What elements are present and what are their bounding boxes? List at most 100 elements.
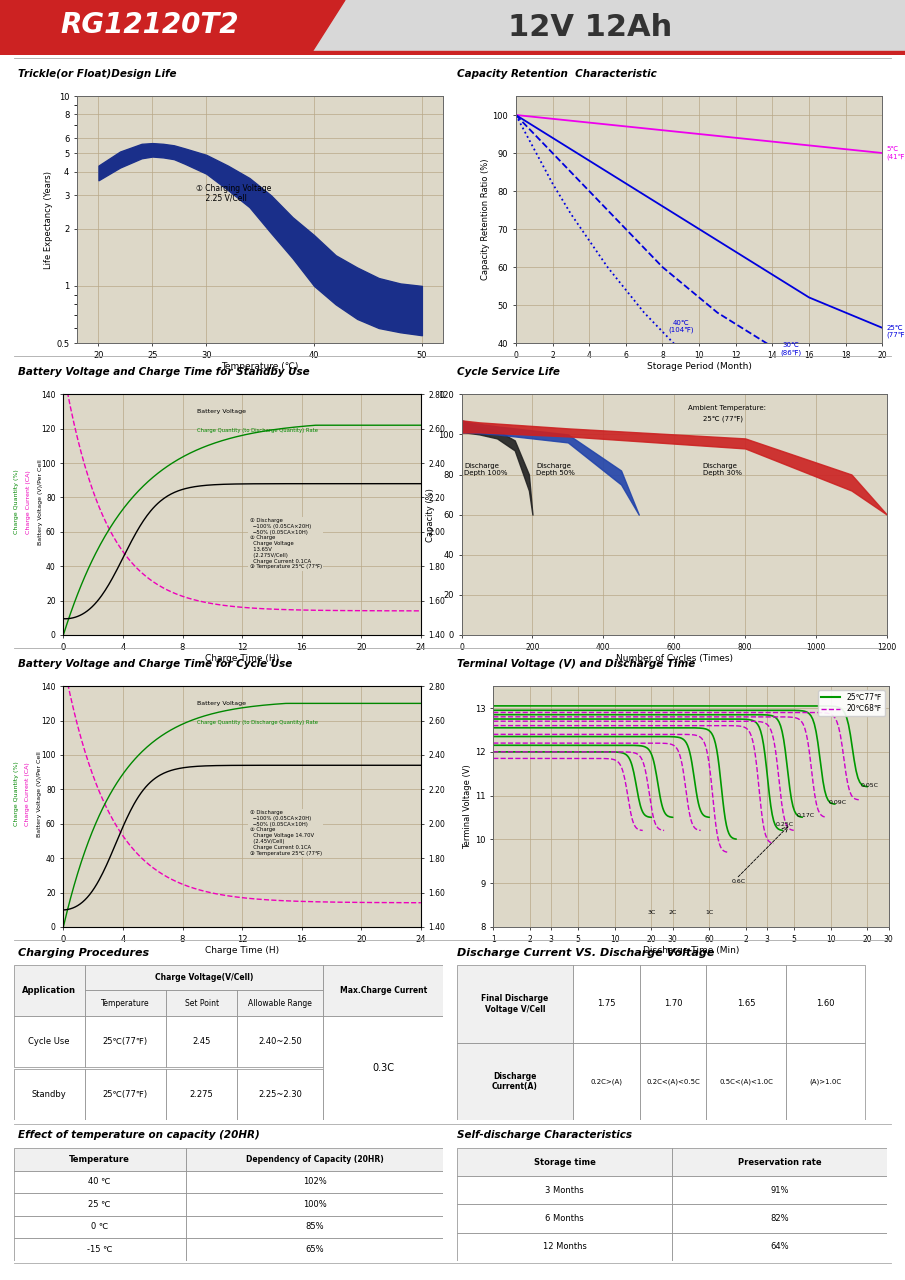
Text: Charge Quantity (to Discharge Quantity) Rate: Charge Quantity (to Discharge Quantity) …: [197, 428, 319, 433]
Text: 82%: 82%: [770, 1213, 789, 1222]
Bar: [786, 965, 865, 1043]
Text: Max.Charge Current: Max.Charge Current: [339, 987, 427, 996]
Text: ① Charging Voltage
    2.25 V/Cell: ① Charging Voltage 2.25 V/Cell: [195, 183, 271, 204]
Text: 102%: 102%: [302, 1178, 327, 1187]
Text: 0.3C: 0.3C: [372, 1064, 395, 1073]
Text: 30℃
(86℉): 30℃ (86℉): [780, 342, 801, 356]
Text: Terminal Voltage (V) and Discharge Time: Terminal Voltage (V) and Discharge Time: [457, 659, 695, 668]
Bar: [237, 1016, 323, 1068]
Bar: [14, 965, 84, 1016]
Text: 0.05C: 0.05C: [861, 783, 879, 788]
Bar: [167, 989, 237, 1016]
Bar: [457, 1204, 672, 1233]
Text: Battery Voltage and Charge Time for Standby Use: Battery Voltage and Charge Time for Stan…: [18, 367, 310, 376]
Text: 65%: 65%: [305, 1245, 324, 1254]
Text: Discharge
Depth 30%: Discharge Depth 30%: [702, 462, 741, 475]
Bar: [640, 1043, 706, 1120]
Text: 1.65: 1.65: [737, 1000, 756, 1009]
Text: 1.70: 1.70: [663, 1000, 682, 1009]
Text: 0.17C: 0.17C: [796, 814, 814, 818]
Text: 2.275: 2.275: [190, 1089, 214, 1100]
Bar: [14, 1016, 84, 1068]
Text: 25 ℃: 25 ℃: [89, 1199, 110, 1208]
Text: 1.75: 1.75: [597, 1000, 615, 1009]
Bar: [706, 1043, 786, 1120]
Text: 0.5C<(A)<1.0C: 0.5C<(A)<1.0C: [719, 1078, 773, 1084]
Bar: [706, 965, 786, 1043]
Text: Storage time: Storage time: [534, 1157, 595, 1166]
Bar: [14, 1193, 186, 1216]
Bar: [14, 1148, 186, 1171]
Bar: [186, 1216, 443, 1238]
Text: Allowable Range: Allowable Range: [248, 998, 312, 1007]
Text: 12 Months: 12 Months: [543, 1242, 586, 1252]
Text: 0 ℃: 0 ℃: [90, 1222, 109, 1231]
Text: 40 ℃: 40 ℃: [89, 1178, 110, 1187]
Text: Standby: Standby: [32, 1089, 66, 1100]
Text: Battery Voltage and Charge Time for Cycle Use: Battery Voltage and Charge Time for Cycl…: [18, 659, 292, 668]
Bar: [786, 1043, 865, 1120]
X-axis label: Number of Cycles (Times): Number of Cycles (Times): [615, 654, 733, 663]
Text: Effect of temperature on capacity (20HR): Effect of temperature on capacity (20HR): [18, 1130, 260, 1140]
Bar: [0, 51, 905, 55]
Text: 0.2C>(A): 0.2C>(A): [590, 1078, 623, 1084]
Bar: [672, 1148, 887, 1176]
Bar: [573, 965, 640, 1043]
Text: Battery Voltage: Battery Voltage: [197, 410, 246, 415]
X-axis label: Discharge Time (Min): Discharge Time (Min): [643, 946, 739, 955]
Text: 12V 12Ah: 12V 12Ah: [508, 13, 672, 41]
Y-axis label: Capacity Retention Ratio (%): Capacity Retention Ratio (%): [481, 159, 490, 280]
Text: Temperature: Temperature: [101, 998, 149, 1007]
Text: Discharge
Current(A): Discharge Current(A): [492, 1071, 538, 1091]
Bar: [84, 965, 323, 989]
Text: 1.60: 1.60: [816, 1000, 835, 1009]
Text: Preservation rate: Preservation rate: [738, 1157, 821, 1166]
Text: 40℃
(104℉): 40℃ (104℉): [668, 320, 693, 333]
Text: Battery Voltage (V)/Per Cell: Battery Voltage (V)/Per Cell: [37, 751, 43, 837]
Text: 0.2C<(A)<0.5C: 0.2C<(A)<0.5C: [646, 1078, 700, 1084]
Text: Charge Quantity (%): Charge Quantity (%): [14, 762, 19, 826]
Bar: [14, 1216, 186, 1238]
Text: Charge Quantity (to Discharge Quantity) Rate: Charge Quantity (to Discharge Quantity) …: [197, 721, 319, 724]
Text: 5℃
(41℉): 5℃ (41℉): [886, 146, 905, 160]
Bar: [573, 1043, 640, 1120]
Text: 0.25C: 0.25C: [776, 822, 794, 827]
Text: 0.09C: 0.09C: [828, 800, 846, 805]
Text: Battery Voltage (V)/Per Cell: Battery Voltage (V)/Per Cell: [38, 460, 43, 545]
Bar: [84, 989, 167, 1016]
X-axis label: Temperature (℃): Temperature (℃): [222, 362, 299, 371]
Text: Cycle Service Life: Cycle Service Life: [457, 367, 560, 376]
Text: 0.6C: 0.6C: [732, 879, 746, 884]
Bar: [672, 1233, 887, 1261]
Text: 25℃(77℉): 25℃(77℉): [103, 1037, 148, 1046]
Text: Charge Voltage(V/Cell): Charge Voltage(V/Cell): [155, 973, 253, 982]
Bar: [186, 1193, 443, 1216]
Bar: [640, 965, 706, 1043]
Text: 25℃(77℉): 25℃(77℉): [103, 1089, 148, 1100]
Text: Ambient Temperature:: Ambient Temperature:: [689, 406, 767, 411]
Text: 3C: 3C: [647, 910, 655, 915]
Bar: [457, 965, 573, 1043]
X-axis label: Charge Time (H): Charge Time (H): [205, 946, 279, 955]
Text: 2.25~2.30: 2.25~2.30: [258, 1089, 302, 1100]
Legend: 25℃77℉, 20℃68℉: 25℃77℉, 20℃68℉: [818, 690, 885, 717]
Text: Charge Current (CA): Charge Current (CA): [26, 470, 32, 534]
Text: Charge Quantity (%): Charge Quantity (%): [14, 470, 20, 534]
Bar: [457, 1148, 672, 1176]
Text: Charging Procedures: Charging Procedures: [18, 947, 149, 957]
Bar: [237, 1069, 323, 1120]
Bar: [186, 1148, 443, 1171]
X-axis label: Charge Time (H): Charge Time (H): [205, 654, 279, 663]
Text: 2.40~2.50: 2.40~2.50: [258, 1037, 302, 1046]
Text: 64%: 64%: [770, 1242, 789, 1252]
Bar: [457, 1176, 672, 1204]
Text: 2.45: 2.45: [193, 1037, 211, 1046]
Text: Set Point: Set Point: [185, 998, 219, 1007]
Text: Cycle Use: Cycle Use: [28, 1037, 70, 1046]
Bar: [167, 1016, 237, 1068]
Text: ① Discharge
  ─100% (0.05CA×20H)
  ─50% (0.05CA×10H)
② Charge
  Charge Voltage
 : ① Discharge ─100% (0.05CA×20H) ─50% (0.0…: [250, 518, 321, 570]
Text: 6 Months: 6 Months: [545, 1213, 584, 1222]
Text: Discharge
Depth 100%: Discharge Depth 100%: [464, 462, 508, 475]
Text: Temperature: Temperature: [69, 1155, 130, 1164]
Bar: [14, 1171, 186, 1193]
